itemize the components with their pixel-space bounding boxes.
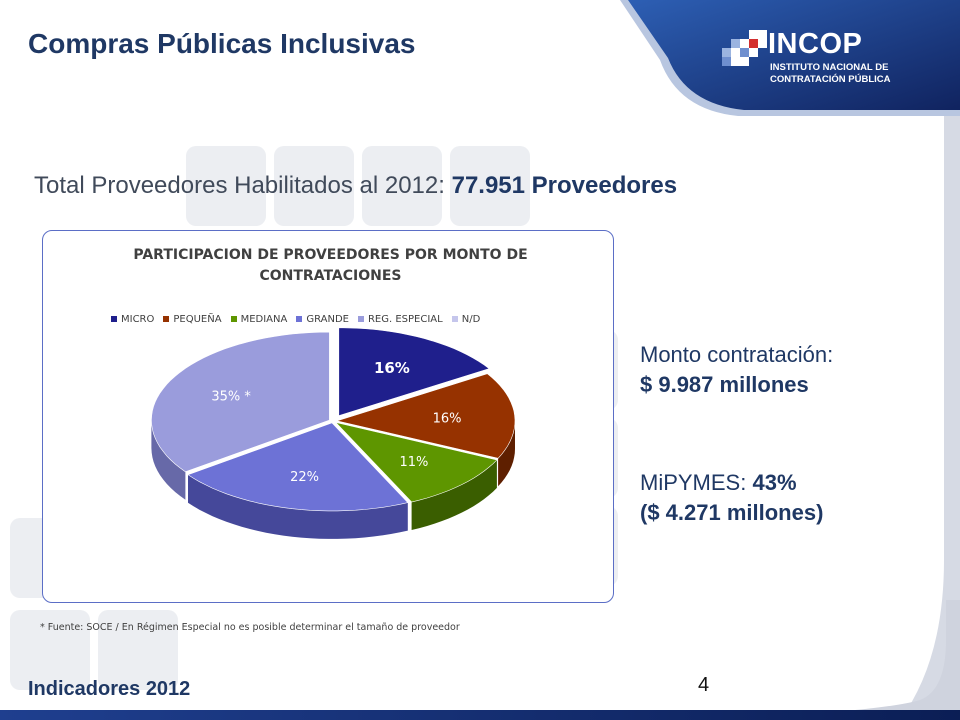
- background-square: [362, 146, 442, 226]
- legend-swatch: [296, 316, 303, 322]
- logo-mosaic-cell: [758, 39, 767, 48]
- legend-swatch: [230, 316, 237, 322]
- data-label-grande: 22%: [290, 470, 319, 485]
- chart-title: PARTICIPACION DE PROVEEDORES POR MONTO D…: [73, 245, 588, 287]
- pie-slice-mediana: [334, 421, 498, 503]
- logo-mosaic-cell: [740, 57, 749, 66]
- legend-swatch: [111, 316, 117, 322]
- incop-logo: INCOP INSTITUTO NACIONAL DE CONTRATACIÓN…: [722, 28, 902, 98]
- legend-swatch: [163, 316, 170, 322]
- logo-mosaic-cell: [749, 39, 758, 48]
- logo-wordmark: INCOP: [768, 28, 863, 60]
- pixel-mosaic-icon: [722, 30, 767, 70]
- footer-label: Indicadores 2012: [28, 678, 191, 700]
- legend-item: REG. ESPECIAL: [357, 313, 443, 325]
- legend-item: N/D: [451, 313, 481, 325]
- logo-mosaic-cell: [740, 39, 749, 48]
- header-banner: [620, 0, 960, 116]
- pie-side-reg-especial: [151, 420, 186, 500]
- logo-mosaic-cell: [749, 30, 758, 39]
- footer-band: [0, 710, 960, 720]
- mipymes-percentage: 43%: [752, 470, 797, 495]
- pie-side-grande: [188, 474, 408, 539]
- chart-legend: MICRO PEQUEÑA MEDIANA GRANDE REG. ESPECIAL N/…: [111, 313, 489, 325]
- legend-item: PEQUEÑA: [163, 313, 222, 325]
- legend-swatch: [357, 316, 364, 322]
- pie-side-peque-a: [498, 420, 515, 487]
- background-square: [274, 146, 354, 226]
- summary-prefix: Total Proveedores Habilitados al 2012:: [34, 172, 452, 199]
- data-label-peque-a: 16%: [433, 411, 462, 426]
- chart-title-line2: CONTRATACIONES: [259, 268, 402, 284]
- legend-item: MICRO: [111, 313, 154, 325]
- chart-title-line1: PARTICIPACION DE PROVEEDORES POR MONTO D…: [133, 247, 528, 263]
- background-square: [450, 146, 530, 226]
- pie-chart: 16% 16% 11% 22% 35% *: [151, 327, 516, 539]
- monto-value: $ 9.987 millones: [640, 372, 809, 397]
- legend-label: GRANDE: [306, 313, 349, 325]
- legend-item: MEDIANA: [230, 313, 288, 325]
- data-label-mediana: 11%: [399, 455, 428, 470]
- logo-mosaic-cell: [731, 57, 740, 66]
- legend-label: MICRO: [121, 313, 155, 325]
- monto-label: Monto contratación:: [640, 342, 834, 367]
- pie-slice-peque-a: [335, 373, 516, 459]
- pie-side-mediana: [411, 459, 497, 530]
- legend-label: MEDIANA: [240, 313, 288, 325]
- logo-mosaic-cell: [749, 48, 758, 57]
- pie-slice-reg-especial: [151, 331, 330, 473]
- legend-swatch: [451, 316, 458, 322]
- summary-total-value: 77.951 Proveedores: [451, 172, 678, 199]
- logo-mosaic-cell: [731, 39, 740, 48]
- summary-line: Total Proveedores Habilitados al 2012: 7…: [34, 172, 677, 200]
- footnote: * Fuente: SOCE / En Régimen Especial no …: [40, 622, 460, 633]
- logo-subtitle-line1: INSTITUTO NACIONAL DE: [770, 62, 889, 73]
- logo-mosaic-cell: [731, 48, 740, 57]
- legend-item: GRANDE: [296, 313, 349, 325]
- mipymes-label: MiPYMES:: [640, 470, 753, 495]
- background-square: [98, 610, 178, 690]
- background-square: [186, 146, 266, 226]
- mipymes-amount: ($ 4.271 millones): [640, 500, 824, 525]
- pie-side-walls: [151, 420, 515, 539]
- pie-slice-micro: [338, 327, 490, 417]
- legend-label: N/D: [461, 313, 481, 325]
- logo-mosaic-cell: [722, 57, 731, 66]
- data-label-micro: 16%: [374, 359, 410, 377]
- logo-mosaic-cell: [758, 30, 767, 39]
- page-number: 4: [698, 674, 710, 696]
- legend-label: PEQUEÑA: [173, 313, 222, 325]
- logo-mosaic-cell: [740, 48, 749, 57]
- logo-mosaic-cell: [722, 48, 731, 57]
- background-square: [10, 610, 90, 690]
- pie-slice-grande: [187, 422, 409, 512]
- chart-frame: PARTICIPACION DE PROVEEDORES POR MONTO D…: [42, 230, 614, 603]
- legend-label: REG. ESPECIAL: [367, 313, 443, 325]
- slide-title: Compras Públicas Inclusivas: [28, 28, 416, 59]
- logo-subtitle-line2: CONTRATACIÓN PÚBLICA: [770, 74, 891, 85]
- mipymes-line: MiPYMES: 43%: [640, 468, 797, 498]
- data-label-reg-especial: 35% *: [211, 389, 251, 404]
